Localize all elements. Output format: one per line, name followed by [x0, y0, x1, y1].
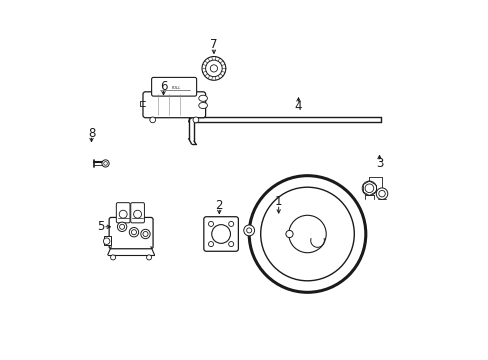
Text: 7: 7 — [210, 39, 217, 51]
Circle shape — [365, 184, 373, 193]
Circle shape — [375, 188, 387, 199]
Ellipse shape — [199, 95, 207, 102]
Circle shape — [149, 117, 155, 123]
Circle shape — [117, 222, 126, 231]
Circle shape — [146, 255, 151, 260]
Circle shape — [131, 230, 136, 235]
Circle shape — [228, 242, 233, 247]
FancyBboxPatch shape — [203, 217, 238, 251]
Circle shape — [141, 229, 150, 239]
Circle shape — [103, 238, 110, 244]
Circle shape — [285, 230, 292, 238]
Circle shape — [246, 228, 251, 233]
Ellipse shape — [211, 225, 230, 243]
Circle shape — [208, 242, 213, 247]
Circle shape — [102, 160, 109, 167]
Text: 4: 4 — [294, 100, 302, 113]
Circle shape — [142, 231, 148, 237]
Circle shape — [288, 215, 325, 253]
Circle shape — [362, 181, 376, 195]
Circle shape — [378, 190, 385, 197]
FancyBboxPatch shape — [142, 92, 205, 118]
FancyBboxPatch shape — [151, 77, 196, 96]
Circle shape — [120, 224, 124, 229]
Ellipse shape — [199, 102, 207, 109]
Circle shape — [202, 57, 225, 80]
Circle shape — [133, 210, 141, 218]
Text: 6: 6 — [160, 80, 167, 93]
Polygon shape — [104, 236, 111, 245]
Circle shape — [244, 225, 254, 236]
Circle shape — [249, 176, 365, 292]
Circle shape — [193, 117, 199, 123]
Circle shape — [103, 162, 107, 165]
Circle shape — [210, 65, 217, 72]
Text: 1: 1 — [274, 195, 282, 208]
Text: 2: 2 — [215, 199, 223, 212]
FancyBboxPatch shape — [130, 203, 144, 223]
Text: FULL: FULL — [171, 86, 181, 90]
FancyBboxPatch shape — [109, 217, 153, 249]
Circle shape — [129, 228, 139, 237]
Circle shape — [260, 187, 354, 281]
FancyBboxPatch shape — [116, 203, 130, 223]
Circle shape — [110, 255, 115, 260]
Text: 8: 8 — [88, 127, 95, 140]
Circle shape — [228, 221, 233, 226]
Text: 5: 5 — [97, 220, 104, 233]
Circle shape — [205, 60, 222, 77]
Circle shape — [119, 210, 127, 218]
Text: 3: 3 — [375, 157, 383, 170]
Circle shape — [208, 221, 213, 226]
